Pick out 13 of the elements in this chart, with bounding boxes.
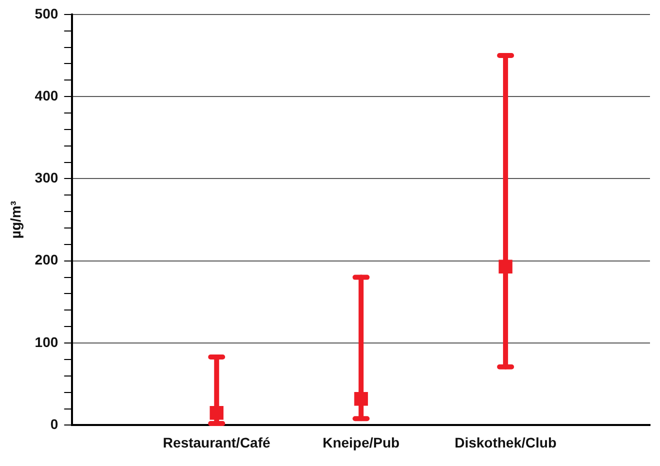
x-tick-label: Kneipe/Pub bbox=[322, 434, 400, 450]
x-tick-label: Restaurant/Café bbox=[162, 434, 271, 450]
y-axis-title: µg/m³ bbox=[7, 200, 24, 239]
point bbox=[354, 392, 368, 406]
point bbox=[210, 406, 224, 420]
y-tick-label: 500 bbox=[34, 5, 58, 22]
y-tick-label: 100 bbox=[34, 334, 58, 350]
point bbox=[498, 260, 512, 274]
y-tick-label: 300 bbox=[34, 170, 58, 186]
y-tick-label: 200 bbox=[34, 252, 58, 268]
y-tick-label: 0 bbox=[50, 416, 58, 432]
y-tick-label: 400 bbox=[34, 87, 58, 104]
x-tick-label: Diskothek/Club bbox=[454, 434, 556, 450]
